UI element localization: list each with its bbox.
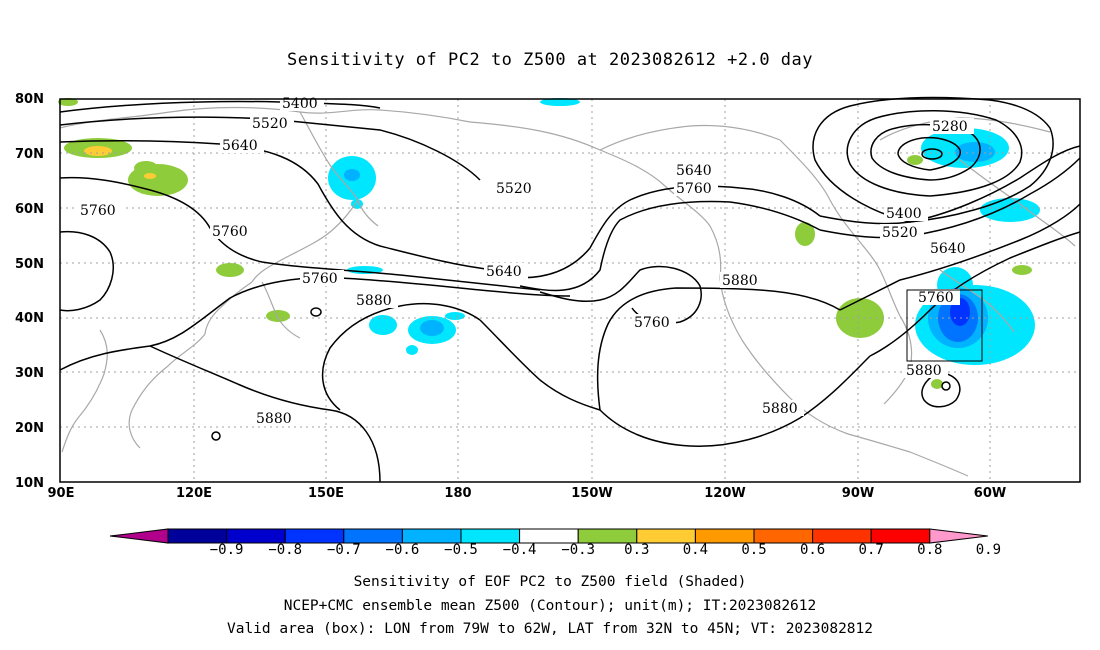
colorbar-tick-label: −0.8 [268,542,303,558]
colorbar-swatch [401,528,462,544]
colorbar-tick-label: −0.4 [502,542,537,558]
map-title: Sensitivity of PC2 to Z500 at 2023082612… [286,50,813,70]
colorbar-swatch [694,528,755,544]
caption-line-1: Sensitivity of EOF PC2 to Z500 field (Sh… [353,574,747,590]
sensitivity-shading [58,98,1040,389]
colorbar-swatch [753,528,814,544]
lon-tick-label: 90W [841,486,875,501]
valid-area-box [906,289,983,362]
lon-tick-label: 180 [444,486,472,501]
colorbar-tick-label: 0.5 [741,542,767,558]
caption-line-3: Valid area (box): LON from 79W to 62W, L… [226,621,873,637]
contour-label: 5400 [282,96,318,112]
colorbar-tick-label: −0.3 [561,542,596,558]
lon-tick-label: 150W [571,486,613,501]
lat-tick-label: 20N [15,421,44,436]
graticule [60,99,1080,482]
lon-tick-label: 120E [175,486,213,501]
colorbar-swatch [226,528,286,544]
lon-tick-label: 120W [704,486,746,501]
colorbar-swatch [167,528,228,544]
lat-tick-label: 40N [15,311,44,326]
colorbar-tick-label: 0.8 [917,542,943,558]
colorbar [109,528,988,544]
lon-tick-label: 60W [973,486,1007,501]
colorbar-swatch [812,528,872,544]
contour-label: 5400 [886,206,922,222]
lat-tick-label: 80N [15,92,44,107]
lat-tick-label: 70N [15,147,44,162]
contour-label: 5880 [722,273,758,289]
contour-label: 5760 [80,203,116,219]
colorbar-tick-label: −0.6 [385,542,420,558]
contour-label: 5760 [634,315,670,331]
contour-label: 5760 [918,290,954,306]
contour-label: 5640 [676,163,712,179]
colorbar-tick-label: 0.4 [682,542,709,558]
colorbar-tick-label: 0.6 [799,542,826,558]
contour-label: 5760 [302,271,338,287]
contour-label: 5520 [496,181,532,197]
contour-label: 5520 [252,116,288,132]
contour-label: 5880 [256,411,292,427]
contour-label: 5760 [676,181,712,197]
lat-tick-label: 10N [15,476,44,491]
colorbar-swatch [343,528,403,544]
caption-line-2: NCEP+CMC ensemble mean Z500 (Contour); u… [283,598,817,614]
contour-label: 5520 [882,225,918,241]
colorbar-swatch [460,528,521,544]
colorbar-tick-label: 0.3 [624,542,650,558]
contour-label: 5280 [932,119,968,135]
colorbar-arrow-left [109,528,169,544]
colorbar-tick-label: 0.7 [858,542,884,558]
lon-tick-label: 90E [47,486,75,501]
lon-tick-label: 150E [307,486,345,501]
map-frame [59,98,1081,483]
lat-tick-label: 60N [15,202,44,217]
contour-label: 5880 [762,401,798,417]
lat-tick-label: 50N [15,257,44,272]
lat-tick-label: 30N [15,366,44,381]
colorbar-arrow-right [929,528,988,544]
contour-labels: 5400 5520 5640 5760 5520 5640 5760 5760 … [78,95,974,427]
colorbar-swatch [577,528,638,544]
contour-label: 5880 [356,293,392,309]
contour-label: 5640 [486,264,522,280]
z500-contours [59,96,1081,483]
contour-label: 5640 [222,138,258,154]
contour-label: 5760 [212,224,248,240]
colorbar-tick-label: −0.7 [326,542,361,558]
colorbar-swatch [284,528,345,544]
contour-label: 5880 [906,363,942,379]
colorbar-tick-label: −0.9 [209,542,244,558]
contour-label: 5640 [930,241,966,257]
colorbar-swatch [636,528,696,544]
colorbar-swatch [870,528,931,544]
colorbar-tick-label: 0.9 [975,542,1002,558]
colorbar-tick-label: −0.5 [444,542,478,558]
colorbar-swatch [519,528,579,544]
